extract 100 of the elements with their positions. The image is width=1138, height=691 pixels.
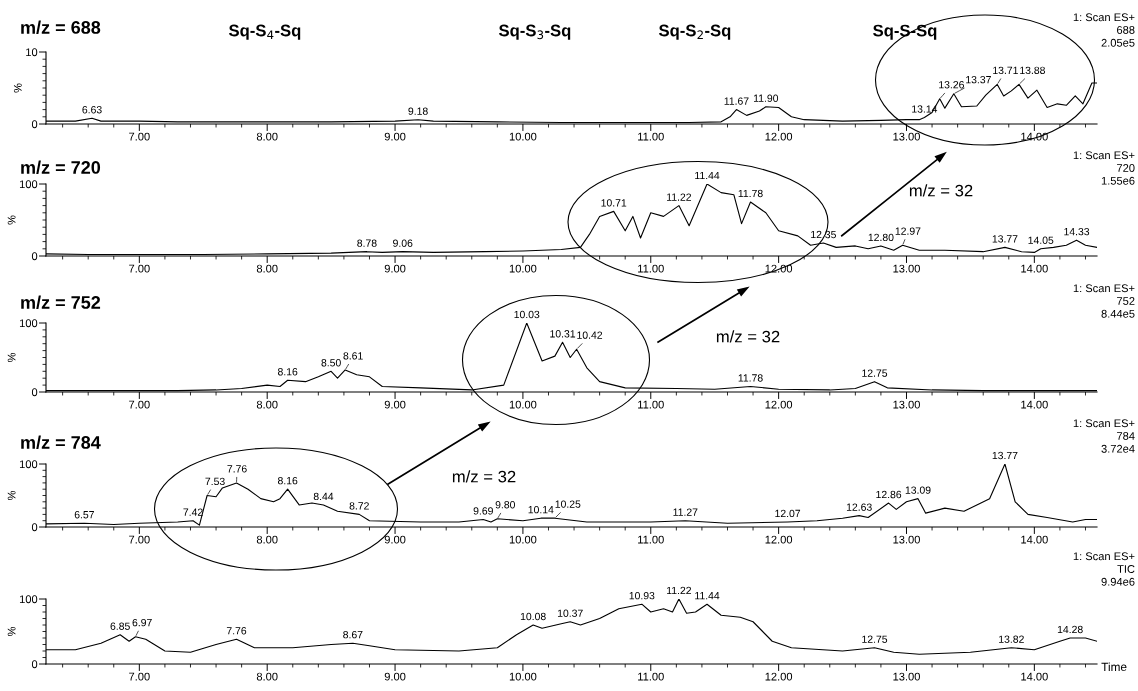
text: 1: Scan ES+ TIC 9.94e6: [1073, 552, 1135, 586]
annotation: 9.69: [473, 507, 493, 515]
annotation: 13.77: [992, 235, 1018, 243]
x-tick-label: 7.00: [129, 535, 150, 544]
x-tick-label: 14.00: [1021, 400, 1048, 409]
annotation: 7.53: [205, 477, 225, 486]
annotation: 11.90: [753, 94, 779, 102]
annotation: 1: Scan ES+ 720 1.55e6: [1073, 151, 1135, 185]
text: 1: Scan ES+ 688 2.05e5: [1073, 13, 1135, 47]
annotation: m/z = 32: [452, 470, 516, 483]
x-tick-label: 9.00: [384, 132, 406, 141]
x-tick-label: 8.00: [256, 400, 278, 409]
annotation: 8.16: [277, 368, 298, 376]
annotation: 12.75: [862, 369, 888, 377]
text: Sq-S$_{3}$-Sq: [498, 24, 571, 40]
annotation: 11.22: [667, 193, 692, 201]
x-tick-label: 11.00: [638, 400, 664, 409]
annotation: 8.61: [343, 352, 363, 360]
chart-title: m/z = 784: [21, 435, 101, 450]
annotation: 7.42: [183, 508, 203, 516]
y-tick-label: 100: [19, 319, 38, 328]
x-tick-label: 13.00: [893, 535, 920, 544]
y-axis-title: %: [7, 215, 16, 225]
x-tick-label: 8.00: [256, 672, 278, 681]
x-tick-label: 7.00: [129, 672, 150, 681]
annotation: 9.18: [408, 107, 428, 115]
x-tick-label: 8.00: [256, 264, 278, 273]
x-tick-label: 11.00: [638, 535, 664, 544]
annotation: m/z = 32: [909, 184, 973, 197]
annotation: 10.08: [520, 612, 546, 621]
annotation: 6.97: [132, 618, 152, 627]
annotation: 11.67: [724, 97, 749, 105]
annotation: 11.27: [673, 508, 698, 516]
x-tick-label: 9.00: [384, 264, 406, 273]
y-axis-title: %: [13, 83, 22, 93]
annotation: 8.78: [357, 239, 377, 247]
annotation: 12.07: [775, 509, 801, 518]
y-tick-label: 100: [19, 595, 38, 604]
y-tick-label: 0: [31, 120, 38, 129]
annotation: 14.28: [1057, 625, 1083, 634]
y-tick-label: 100: [19, 180, 38, 189]
annotation: 11.22: [667, 586, 692, 595]
annotation: 8.67: [343, 630, 363, 639]
annotation: 12.63: [846, 503, 872, 511]
y-tick-label: 0: [31, 523, 38, 532]
annotation: 7.76: [227, 465, 247, 473]
chart-title: m/z = 720: [21, 160, 101, 175]
annotation: 10.25: [555, 500, 581, 508]
y-tick-label: 100: [19, 460, 38, 469]
annotation: 6.63: [82, 106, 102, 114]
x-tick-label: 14.00: [1021, 672, 1048, 681]
x-tick-label: 7.00: [129, 132, 150, 141]
x-tick-label: 7.00: [129, 400, 150, 409]
annotation: 12.80: [868, 233, 894, 242]
annotation: 13.77: [992, 451, 1018, 460]
x-tick-label: 10.00: [509, 672, 537, 681]
annotation: 10.93: [629, 591, 655, 600]
annotation: 7.76: [226, 627, 247, 635]
y-axis-title: %: [7, 490, 16, 501]
annotation: 13.71: [993, 66, 1018, 75]
annotation: m/z = 32: [716, 330, 780, 343]
annotation: 13.37: [966, 75, 991, 84]
text: Sq-S$_{4}$-Sq: [228, 24, 301, 40]
x-tick-label: 13.00: [893, 672, 920, 681]
annotation: 10.14: [528, 505, 554, 514]
x-tick-label: 10.00: [509, 264, 537, 273]
text: Sq-S$_{2}$-Sq: [658, 24, 731, 40]
annotation: 8.50: [321, 359, 341, 367]
x-tick-label: 8.00: [256, 132, 278, 141]
annotation: 8.16: [277, 476, 298, 485]
annotation: 12.86: [876, 490, 902, 499]
x-axis-title: Time: [1101, 662, 1127, 672]
text: 1: Scan ES+ 752 8.44e5: [1073, 284, 1135, 318]
annotation: 9.80: [495, 501, 516, 509]
annotation: 14.33: [1064, 227, 1090, 236]
annotation: 6.85: [110, 622, 130, 630]
x-tick-label: 11.00: [638, 264, 664, 273]
annotation: 10.31: [550, 330, 576, 338]
x-tick-label: 12.00: [765, 400, 793, 409]
annotation: 12.75: [862, 635, 888, 643]
chart-title: m/z = 688: [21, 20, 101, 35]
text: 1: Scan ES+ 784 3.72e4: [1073, 419, 1135, 453]
x-tick-label: 9.00: [384, 672, 406, 681]
annotation: 14.05: [1028, 236, 1054, 244]
y-tick-label: 0: [31, 388, 38, 397]
annotation: 11.44: [695, 171, 720, 180]
y-axis-title: %: [7, 626, 16, 637]
annotation: 9.06: [393, 239, 413, 247]
x-tick-label: 12.00: [765, 672, 793, 681]
x-tick-label: 12.00: [765, 535, 793, 544]
x-tick-label: 10.00: [509, 400, 537, 409]
annotation: 8.44: [313, 492, 334, 501]
x-tick-label: 13.00: [893, 264, 920, 273]
y-axis-title: %: [7, 352, 16, 363]
x-tick-label: 8.00: [256, 535, 278, 544]
annotation: 10.42: [577, 331, 603, 339]
annotation: 10.03: [514, 310, 540, 319]
chart-title: m/z = 752: [21, 295, 101, 310]
x-tick-label: 11.00: [638, 672, 664, 681]
annotation: 10.37: [557, 609, 583, 617]
